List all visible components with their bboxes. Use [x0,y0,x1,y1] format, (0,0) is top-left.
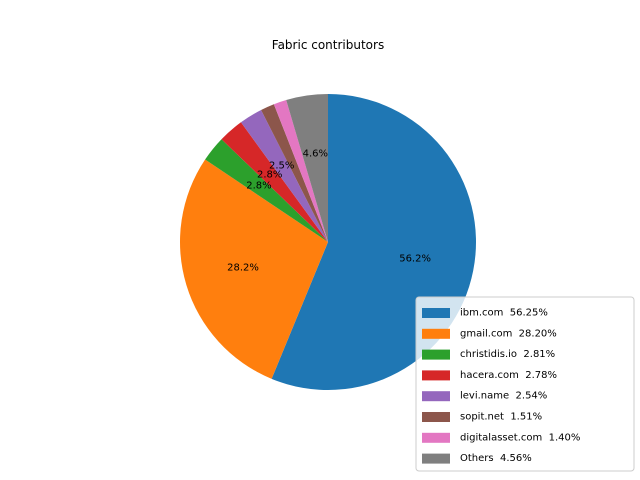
legend-swatch-gmail-com [422,328,450,339]
legend-swatch-sopit-net [422,412,450,422]
pie-label-others: 4.6% [303,149,328,160]
legend-swatch-ibm-com [422,308,450,318]
pie-slice-sopit-net [261,104,328,242]
pie-label-hacera-com: 2.8% [257,170,282,181]
pie-label-christidis-io: 2.8% [246,181,271,192]
chart-title: Fabric contributors [272,38,384,52]
legend-swatch-others [422,453,450,464]
legend-swatch-hacera-com [422,370,450,381]
legend-box [415,296,635,472]
legend-entry-sopit-net: sopit.net 1.51% [460,412,542,423]
legend-entry-gmail-com: gmail.com 28.20% [460,328,557,339]
legend-entry-digitalasset-com: digitalasset.com 1.40% [460,432,580,443]
legend-entry-levi-name: levi.name 2.54% [460,391,547,402]
pie-slice-christidis-io [205,139,328,242]
legend: ibm.com 56.25% gmail.com 28.20% christidis… [415,296,635,472]
pie-slice-digitalasset-com [273,100,328,242]
pie-label-gmail-com: 28.2% [227,262,259,273]
legend-entry-others: Others 4.56% [460,453,532,464]
legend-entry-hacera-com: hacera.com 2.78% [460,370,557,381]
legend-entry-christidis-io: christidis.io 2.81% [460,349,555,360]
pie-slice-others [286,94,328,242]
legend-swatch-digitalasset-com [422,432,450,443]
legend-swatch-christidis-io [422,349,450,360]
pie-label-ibm-com: 56.2% [399,254,431,265]
pie-slice-hacera-com [221,122,328,242]
pie-slice-levi-name [240,109,328,242]
pie-slice-gmail-com [180,159,328,379]
pie-label-levi-name: 2.5% [269,161,294,172]
legend-swatch-levi-name [422,391,450,402]
legend-entry-ibm-com: ibm.com 56.25% [460,308,548,319]
pie-percent-labels: 56.2%28.2%2.8%2.8%2.5%4.6% [227,149,431,274]
